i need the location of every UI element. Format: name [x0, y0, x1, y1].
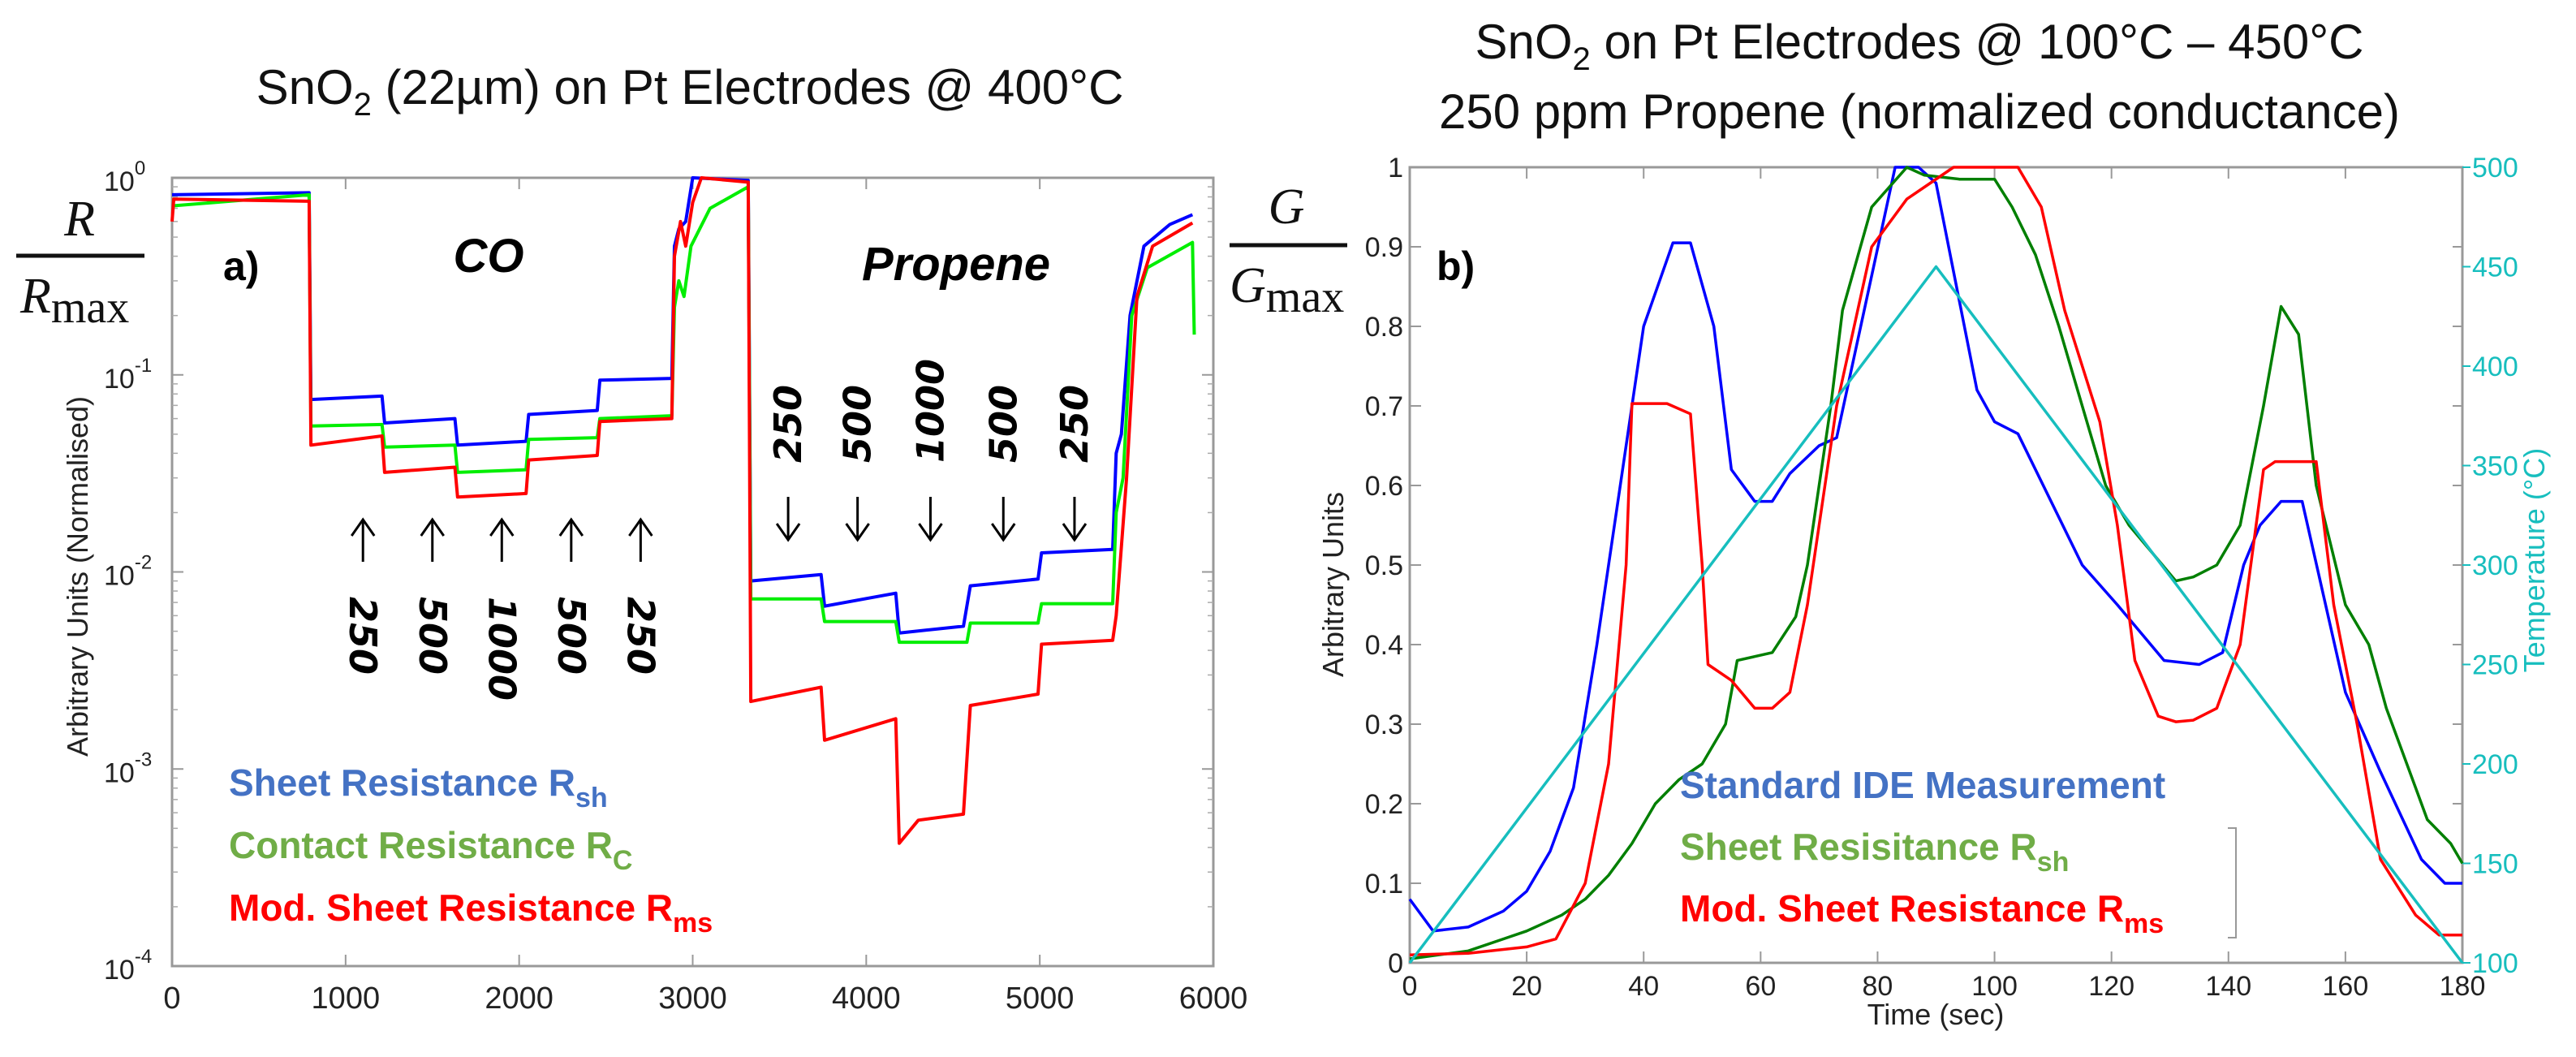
legend-item: Standard IDE Measurement: [1680, 764, 2165, 806]
legend-item: Mod. Sheet Resistance Rms: [1680, 887, 2164, 939]
propene-concentration-label: 500: [981, 385, 1025, 463]
right-y-tick-label: 100: [2472, 948, 2518, 979]
y-tick-label: 0.5: [1365, 550, 1403, 581]
y-tick-label: 0.4: [1365, 630, 1403, 661]
y-tick-label: 0.3: [1365, 710, 1403, 740]
series-line-mod-sheet-resistance-rms: [170, 176, 1194, 845]
chart-b-title-line2: 250 ppm Propene (normalized conductance): [1439, 84, 2400, 139]
legend-item: Mod. Sheet Resistance Rms: [229, 887, 713, 938]
y-tick-label: 0.7: [1365, 391, 1403, 422]
x-tick-label: 6000: [1179, 981, 1248, 1016]
chart-a-y-axis-label: Arbitrary Units (Normalised): [61, 396, 94, 757]
right-y-tick-label: 150: [2472, 849, 2518, 880]
chart-a-y-fraction: R Rmax: [16, 192, 144, 333]
y-tick-label: 1: [1388, 153, 1403, 183]
co-concentration-label: 500: [411, 597, 454, 675]
x-tick-label: 160: [2323, 971, 2369, 1002]
x-tick-label: 180: [2440, 971, 2486, 1002]
up-arrow-icon: [558, 517, 584, 537]
right-y-tick-label: 200: [2472, 749, 2518, 780]
legend-bracket: [2228, 827, 2237, 938]
y-tick-label: 10-1: [104, 355, 152, 395]
x-tick-label: 1000: [312, 981, 381, 1016]
legend-item: Contact Resistance RC: [229, 824, 632, 876]
y-tick-label: 10-2: [104, 552, 152, 592]
up-arrow-icon: [628, 517, 653, 537]
series-line-sheet-resisitance-rsh: [1409, 166, 2464, 960]
x-tick-label: 80: [1863, 971, 1893, 1002]
fraction-denominator: Gmax: [1230, 258, 1344, 322]
right-y-tick-label: 250: [2472, 650, 2518, 681]
series-line-temperature: [1408, 265, 2464, 964]
right-y-tick-label: 500: [2472, 153, 2518, 183]
chart-b-right-axis-label: Temperature (°C): [2518, 448, 2551, 672]
chart-b-y-axis-label: Arbitrary Units: [1316, 492, 1350, 677]
chart-a-legend: Sheet Resistance Rsh Contact Resistance R…: [229, 761, 713, 938]
co-label: CO: [454, 230, 524, 283]
series-line-sheet-resistance-rsh: [171, 176, 1194, 635]
legend-item: Sheet Resistance Rsh: [229, 761, 608, 813]
right-y-tick-label: 400: [2472, 352, 2518, 382]
chart-a-panel-label: a): [223, 244, 259, 289]
x-tick-label: 140: [2205, 971, 2251, 1002]
up-arrow-icon: [350, 517, 376, 537]
y-tick-label: 10-4: [104, 946, 152, 986]
series-line-mod-sheet-resistance-rms: [1409, 166, 2462, 956]
x-tick-label: 20: [1511, 971, 1542, 1002]
series-line-contact-resistance-rc: [171, 185, 1196, 645]
co-concentration-label: 250: [341, 597, 385, 675]
y-tick-label: 0: [1388, 948, 1403, 979]
propene-concentration-label: 500: [836, 385, 880, 463]
down-arrow-icon: [1062, 523, 1088, 542]
legend-item: Sheet Resisitance Rsh: [1680, 826, 2069, 878]
y-tick-label: 100: [104, 157, 145, 197]
down-arrow-icon: [845, 523, 870, 542]
fraction-numerator: R: [63, 192, 95, 247]
propene-concentration-label: 250: [1053, 385, 1096, 463]
chart-b-x-axis-label: Time (sec): [1867, 998, 2005, 1031]
x-tick-label: 100: [1971, 971, 2018, 1002]
propene-label: Propene: [862, 238, 1050, 291]
y-tick-label: 0.8: [1365, 312, 1403, 343]
co-concentration-label: 500: [549, 597, 593, 675]
x-tick-label: 3000: [658, 981, 727, 1016]
y-tick-label: 10-3: [104, 749, 152, 788]
up-arrow-icon: [420, 517, 445, 537]
x-tick-label: 4000: [832, 981, 901, 1016]
x-tick-label: 40: [1628, 971, 1659, 1002]
series-line-standard-ide-measurement: [1408, 166, 2462, 933]
x-tick-label: 2000: [485, 981, 554, 1016]
chart-b-legend: Standard IDE Measurement Sheet Resisitanc…: [1680, 764, 2165, 939]
down-arrow-icon: [918, 523, 943, 542]
chart-a-title: SnO2 (22µm) on Pt Electrodes @ 400°C: [256, 60, 1124, 123]
right-y-tick-label: 450: [2472, 252, 2518, 283]
x-tick-label: 120: [2088, 971, 2134, 1002]
co-concentration-label: 1000: [480, 597, 523, 701]
down-arrow-icon: [775, 523, 801, 542]
right-y-tick-label: 350: [2472, 451, 2518, 482]
x-tick-label: 0: [163, 981, 180, 1016]
x-tick-label: 5000: [1006, 981, 1075, 1016]
y-tick-label: 0.2: [1365, 789, 1403, 820]
chart-b-title-line1: SnO2 on Pt Electrodes @ 100°C – 450°C: [1475, 15, 2363, 77]
x-tick-label: 0: [1402, 971, 1418, 1002]
propene-concentration-label: 1000: [908, 359, 952, 463]
chart-b-panel-label: b): [1437, 244, 1475, 289]
y-tick-label: 0.1: [1365, 869, 1403, 900]
down-arrow-icon: [991, 523, 1016, 542]
y-tick-label: 0.9: [1365, 232, 1403, 263]
right-y-tick-label: 300: [2472, 550, 2518, 581]
chart-b-y-fraction: G Gmax: [1230, 179, 1347, 322]
up-arrow-icon: [489, 517, 515, 537]
fraction-numerator: G: [1269, 179, 1305, 235]
fraction-denominator: Rmax: [19, 269, 129, 333]
y-tick-label: 0.6: [1365, 471, 1403, 502]
co-concentration-label: 250: [618, 597, 662, 675]
propene-concentration-label: 250: [766, 385, 810, 463]
x-tick-label: 60: [1745, 971, 1776, 1002]
